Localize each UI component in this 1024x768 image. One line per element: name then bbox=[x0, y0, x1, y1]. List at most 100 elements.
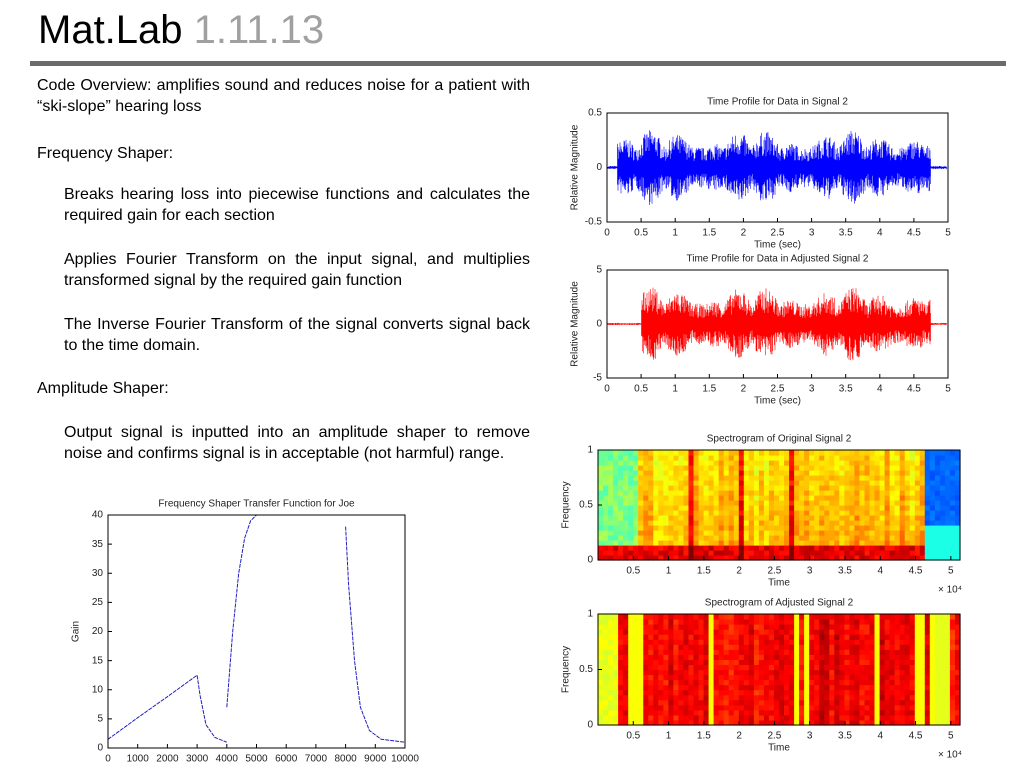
spectrogram-cell bbox=[944, 664, 951, 671]
y-tick-label: 5 bbox=[97, 714, 103, 725]
spectrogram-cell bbox=[854, 614, 860, 620]
spectrogram-cell bbox=[914, 689, 921, 696]
spectrogram-cell bbox=[894, 720, 901, 726]
spectrogram-cell bbox=[613, 550, 619, 556]
spectrogram-cell bbox=[774, 659, 780, 665]
spectrogram-cell bbox=[929, 475, 936, 481]
spectrogram-cell bbox=[789, 485, 795, 491]
spectrogram-cell bbox=[949, 674, 956, 681]
spectrogram-cell bbox=[824, 720, 830, 726]
spectrogram-cell bbox=[733, 699, 740, 706]
spectrogram-cell bbox=[839, 455, 845, 461]
spectrogram-cell bbox=[743, 475, 750, 481]
spectrogram-cell bbox=[879, 679, 886, 686]
spectrogram-cell bbox=[799, 530, 805, 536]
spectrogram-cell bbox=[633, 674, 639, 681]
spectrogram-cell bbox=[613, 525, 619, 531]
spectrogram-cell bbox=[718, 530, 725, 536]
spectrogram-cell bbox=[949, 455, 956, 461]
spectrogram-cell bbox=[633, 545, 639, 551]
spectrogram-cell bbox=[919, 460, 926, 466]
spectrogram-cell bbox=[864, 455, 871, 461]
spectrogram-cell bbox=[799, 470, 805, 476]
x-tick-label: 4000 bbox=[216, 754, 239, 765]
spectrogram-cell bbox=[713, 714, 720, 721]
spectrogram-cell bbox=[794, 540, 800, 546]
spectrogram-cell bbox=[799, 674, 805, 681]
spectrogram-cell bbox=[718, 634, 725, 640]
spectrogram-cell bbox=[774, 535, 780, 541]
spectrogram-cell bbox=[653, 684, 659, 691]
spectrogram-cell bbox=[899, 619, 906, 625]
spectrogram-cell bbox=[789, 720, 795, 726]
spectrogram-cell bbox=[703, 714, 710, 721]
spectrogram-cell bbox=[678, 500, 684, 506]
spectrogram-cell bbox=[924, 480, 931, 486]
spectrogram-cell bbox=[638, 495, 644, 501]
spectrogram-cell bbox=[949, 460, 956, 466]
spectrogram-cell bbox=[889, 460, 896, 466]
spectrogram-cell bbox=[829, 694, 835, 701]
spectrogram-cell bbox=[733, 525, 740, 531]
spectrogram-cell bbox=[663, 689, 669, 696]
spectrogram-cell bbox=[894, 709, 901, 716]
spectrogram-cell bbox=[884, 465, 891, 471]
spectrogram-cell bbox=[814, 455, 820, 461]
spectrogram-cell bbox=[939, 515, 946, 521]
spectrogram-cell bbox=[698, 639, 705, 645]
spectrogram-cell bbox=[899, 649, 906, 655]
spectrogram-cell bbox=[648, 704, 654, 711]
spectrogram-cell bbox=[728, 619, 735, 625]
spectrogram-cell bbox=[698, 535, 705, 541]
spectrogram-cell bbox=[955, 714, 961, 721]
spectrogram-cell bbox=[804, 689, 810, 696]
spectrogram-cell bbox=[648, 614, 654, 620]
spectrogram-cell bbox=[608, 530, 614, 536]
spectrogram-cell bbox=[638, 614, 644, 620]
spectrogram-cell bbox=[955, 689, 961, 696]
spectrogram-cell bbox=[894, 545, 901, 551]
spectrogram-cell bbox=[678, 649, 684, 655]
x-tick-label: 4.5 bbox=[907, 228, 921, 239]
spectrogram-cell bbox=[955, 699, 961, 706]
spectrogram-cell bbox=[919, 455, 926, 461]
spectrogram-cell bbox=[814, 540, 820, 546]
spectrogram-cell bbox=[884, 470, 891, 476]
spectrogram-cell bbox=[663, 535, 669, 541]
spectrogram-cell bbox=[668, 699, 674, 706]
spectrogram-cell bbox=[678, 664, 684, 671]
spectrogram-cell bbox=[789, 669, 795, 676]
spectrogram-cell bbox=[849, 490, 855, 496]
spectrogram-cell bbox=[663, 624, 669, 630]
spectrogram-cell bbox=[879, 465, 886, 471]
spectrogram-cell bbox=[623, 550, 629, 556]
spectrogram-cell bbox=[608, 644, 614, 650]
spectrogram-cell bbox=[939, 490, 946, 496]
spectrogram-cell bbox=[784, 495, 790, 501]
spectrogram-cell bbox=[839, 654, 845, 660]
spectrogram-cell bbox=[663, 550, 669, 556]
spectrogram-cell bbox=[784, 490, 790, 496]
spectrogram-cell bbox=[874, 510, 881, 516]
spectrogram-cell bbox=[663, 659, 669, 665]
spectrogram-cell bbox=[889, 500, 896, 506]
spectrogram-cell bbox=[814, 644, 820, 650]
spectrogram-cell bbox=[628, 699, 634, 706]
spectrogram-cell bbox=[623, 679, 629, 686]
spectrogram-cell bbox=[844, 535, 850, 541]
spectrogram-cell bbox=[929, 530, 936, 536]
spectrogram-cell bbox=[653, 674, 659, 681]
spectrogram-cell bbox=[839, 669, 845, 676]
chart-title: Spectrogram of Adjusted Signal 2 bbox=[705, 598, 854, 609]
spectrogram-cell bbox=[633, 654, 639, 660]
spectrogram-cell bbox=[728, 714, 735, 721]
spectrogram-cell bbox=[688, 714, 695, 721]
spectrogram-cell bbox=[955, 450, 961, 456]
spectrogram-cell bbox=[598, 510, 604, 516]
spectrogram-cell bbox=[849, 684, 855, 691]
spectrogram-cell bbox=[929, 714, 936, 721]
spectrogram-cell bbox=[618, 654, 624, 660]
spectrogram-cell bbox=[688, 654, 695, 660]
spectrogram-cell bbox=[763, 720, 770, 726]
spectrogram-cell bbox=[779, 704, 785, 711]
